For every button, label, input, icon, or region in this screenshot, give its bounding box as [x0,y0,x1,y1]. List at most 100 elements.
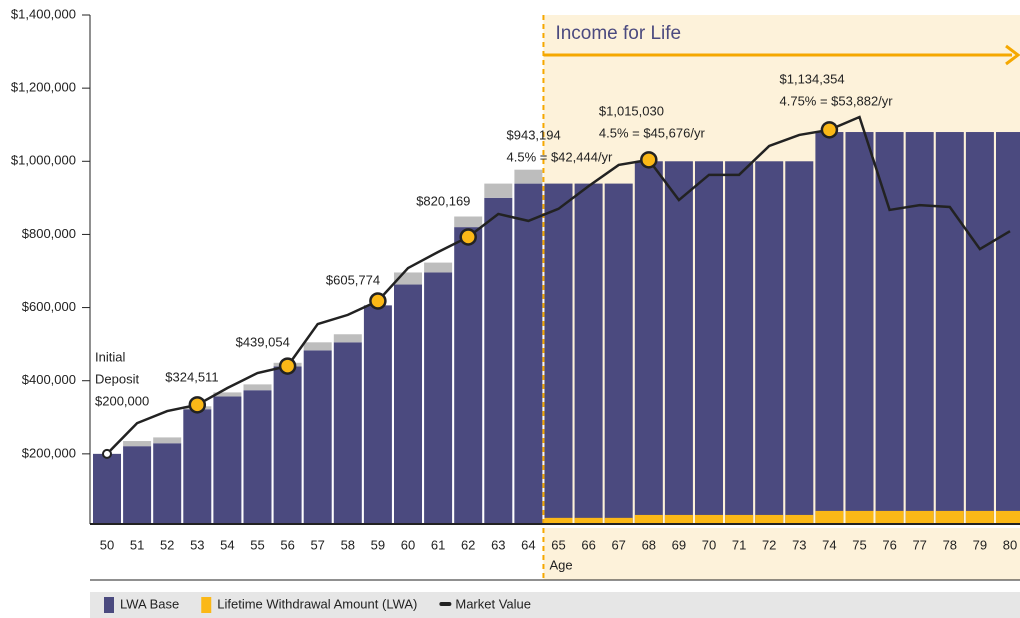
bar-lwa-base [303,350,332,527]
bar-lwa-base [243,390,272,527]
x-tick-label: 71 [732,537,746,552]
bar-lwa-base [845,132,874,527]
income-label: Income for Life [555,23,681,44]
x-tick-label: 65 [551,537,565,552]
x-tick-label: 67 [611,537,625,552]
bar-lwa-base [394,284,422,527]
x-tick-label: 59 [371,537,385,552]
highlight-marker [369,292,387,310]
y-tick-label: $1,000,000 [11,153,76,168]
annotation: Initial [95,349,125,364]
bar-lwa-base [935,132,964,527]
x-tick-label: 78 [943,537,957,552]
bar-lwa [905,510,934,527]
x-tick-label: 54 [220,537,234,552]
bar-step-up [303,342,332,351]
bar-lwa-base [785,161,814,528]
legend-label: Market Value [455,596,531,611]
y-tick-label: $1,200,000 [11,80,76,95]
bar-lwa-base [273,366,302,527]
annotation: Deposit [95,371,139,386]
bar-lwa-base [695,161,723,528]
bar-lwa-base [484,197,513,527]
bar-lwa-base [875,132,904,527]
x-tick-label: 75 [852,537,866,552]
x-tick-label: 72 [762,537,776,552]
x-tick-label: 69 [672,537,686,552]
x-tick-label: 80 [1003,537,1017,552]
income-arrow-head [1005,44,1020,66]
bar-lwa-base [996,132,1020,527]
x-tick-label: 66 [581,537,595,552]
bar-lwa-base [965,132,994,527]
legend-bg [90,592,1020,618]
bar-lwa-base [363,305,392,527]
x-tick-label: 60 [401,537,415,552]
bar-lwa-base [333,342,362,527]
x-tick-label: 58 [341,537,355,552]
highlight-marker [278,357,297,375]
annotation: $943,194 [507,127,561,142]
market-value-line [106,115,1011,455]
bar-lwa-base [755,161,784,528]
bar-lwa-base [905,132,934,527]
legend-label: Lifetime Withdrawal Amount (LWA) [217,596,417,611]
bar-step-up [153,437,182,444]
x-tick-label: 68 [642,537,656,552]
bar-lwa-base [514,183,543,527]
bar-lwa-base [815,132,844,527]
bar-lwa-base [183,409,212,527]
y-tick-label: $1,400,000 [11,6,76,21]
highlight-marker [820,121,839,139]
legend-label: LWA Base [120,596,179,611]
legend-swatch [201,597,212,613]
bar-lwa-base [213,396,242,527]
y-tick-label: $200,000 [22,445,76,460]
annotation: $200,000 [95,393,149,408]
x-tick-label: 57 [310,537,324,552]
bar-lwa [604,517,633,527]
y-tick-label: $400,000 [22,372,76,387]
bar-lwa-base [604,183,633,527]
x-tick-label: 79 [973,537,987,552]
annotation: $324,511 [165,369,218,384]
annotation: $605,774 [326,272,380,287]
annotation: $820,169 [416,193,470,208]
x-tick-label: 56 [280,537,294,552]
x-tick-label: 62 [461,537,475,552]
bar-lwa-base [725,161,754,528]
bar-lwa [544,517,573,527]
baseline [90,523,1020,528]
bar-step-up [424,262,453,273]
bar-step-up [213,392,242,397]
x-tick-label: 64 [521,537,535,552]
bar-lwa [845,510,874,527]
bar-step-up [243,384,272,391]
x-tick-label: 55 [250,537,264,552]
bar-lwa-base [574,183,603,527]
bar-step-up [514,169,543,184]
bar-lwa [965,510,994,527]
bar-lwa-base [424,272,453,527]
annotation: $1,015,030 [599,103,664,118]
x-tick-label: 73 [792,537,806,552]
x-tick-label: 61 [431,537,445,552]
annotation: 4.75% = $53,882/yr [780,93,894,108]
bar-lwa [815,510,844,527]
highlight-marker [459,228,477,246]
highlight-marker [640,151,658,169]
bar-lwa-base [153,443,182,527]
start-marker [102,448,112,459]
bar-lwa [875,510,904,527]
x-tick-label: 74 [822,537,836,552]
x-tick-label: 70 [702,537,716,552]
bar-lwa-base [664,161,693,528]
x-tick-label: 50 [100,537,114,552]
bar-lwa-base [634,161,663,528]
annotation: 4.5% = $42,444/yr [507,149,614,164]
highlight-marker [188,396,207,414]
legend-swatch [104,597,114,613]
annotation: $439,054 [236,334,290,349]
